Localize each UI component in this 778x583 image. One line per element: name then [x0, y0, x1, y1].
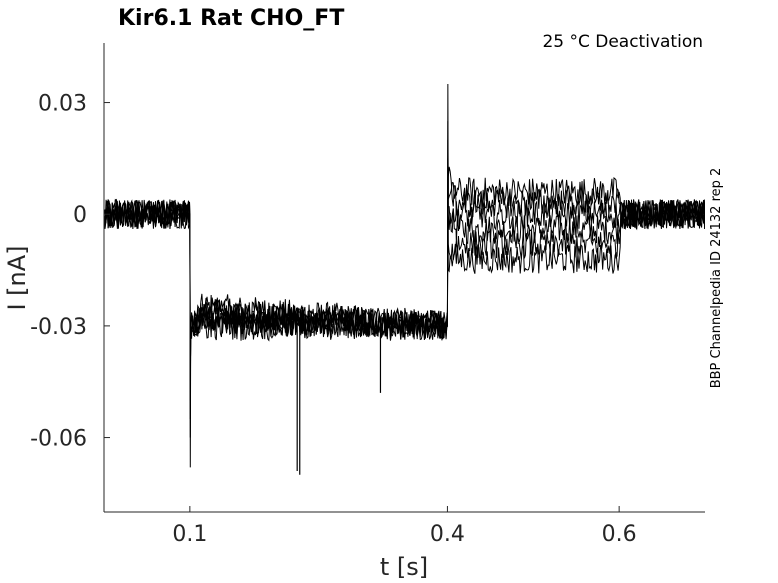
side-label: BBP Channelpedia ID 24132 rep 2: [709, 168, 724, 389]
x-tick-label: 0.1: [172, 522, 207, 547]
x-tick-label: 0.6: [602, 522, 637, 547]
y-tick-label: -0.06: [30, 427, 87, 452]
y-ticks: 0.03 0 -0.03 -0.06: [30, 92, 110, 452]
y-axis-label: I [nA]: [3, 245, 31, 310]
trace-line: [104, 83, 705, 468]
y-tick-label: -0.03: [30, 315, 87, 340]
trace-line: [104, 166, 705, 364]
chart-title: Kir6.1 Rat CHO_FT: [118, 6, 344, 31]
y-tick-label: 0.03: [38, 92, 87, 117]
traces: [104, 83, 705, 475]
chart-annotation: 25 °C Deactivation: [542, 32, 703, 52]
x-tick-label: 0.4: [430, 522, 465, 547]
x-ticks: 0.1 0.4 0.6: [172, 506, 637, 547]
y-tick-label: 0: [73, 203, 87, 228]
x-axis-label: t [s]: [380, 553, 428, 581]
